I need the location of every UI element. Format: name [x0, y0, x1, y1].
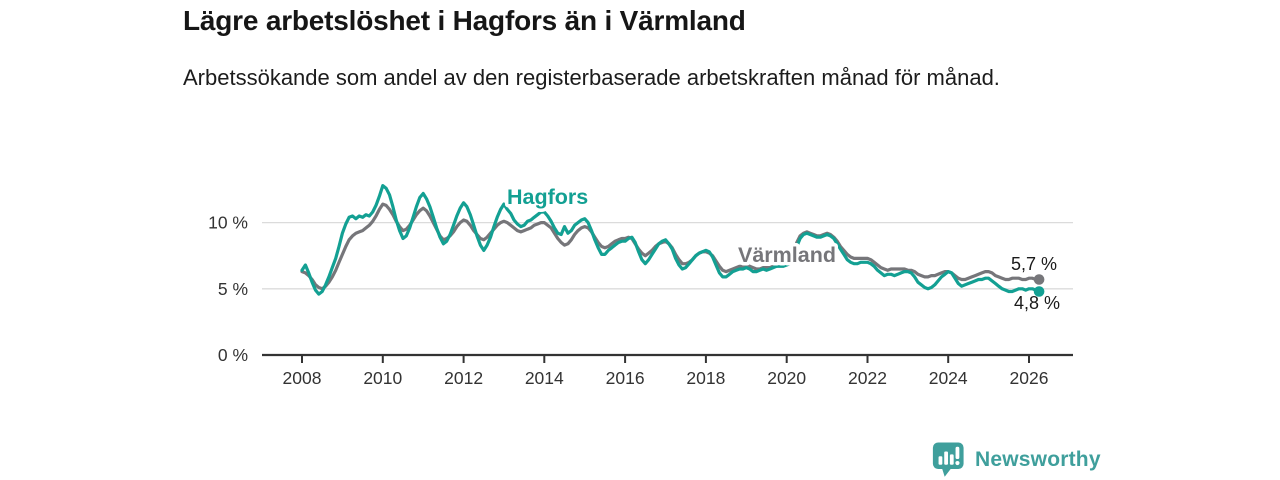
newsworthy-logo: Newsworthy [931, 441, 1101, 478]
x-tick-label: 2024 [929, 368, 968, 388]
newsworthy-bar-chart-bubble-icon [931, 441, 965, 479]
x-tick-label: 2020 [767, 368, 806, 388]
x-tick-label: 2018 [686, 368, 725, 388]
series-label-hagfors: Hagfors [507, 185, 588, 209]
y-tick-label: 0 % [218, 345, 248, 365]
end-value-label-vrmland: 5,7 % [1011, 254, 1057, 274]
x-tick-label: 2012 [444, 368, 483, 388]
newsworthy-wordmark: Newsworthy [975, 447, 1101, 471]
y-tick-label: 5 % [218, 279, 248, 299]
series-endpoint-hagfors [1033, 286, 1045, 297]
x-tick-label: 2016 [606, 368, 645, 388]
x-tick-label: 2014 [525, 368, 564, 388]
series-label-vrmland: Värmland [738, 243, 836, 267]
y-tick-label: 10 % [208, 213, 248, 233]
series-endpoint-vrmland [1033, 274, 1045, 285]
series-line-hagfors [300, 184, 1041, 296]
end-value-label-hagfors: 4,8 % [1014, 293, 1060, 313]
x-tick-label: 2022 [848, 368, 887, 388]
x-tick-label: 2010 [363, 368, 402, 388]
x-tick-label: 2008 [283, 368, 322, 388]
page-title: Lägre arbetslöshet i Hagfors än i Värmla… [183, 5, 746, 36]
chart-subtitle: Arbetssökande som andel av den registerb… [183, 65, 1000, 90]
x-tick-label: 2026 [1010, 368, 1049, 388]
